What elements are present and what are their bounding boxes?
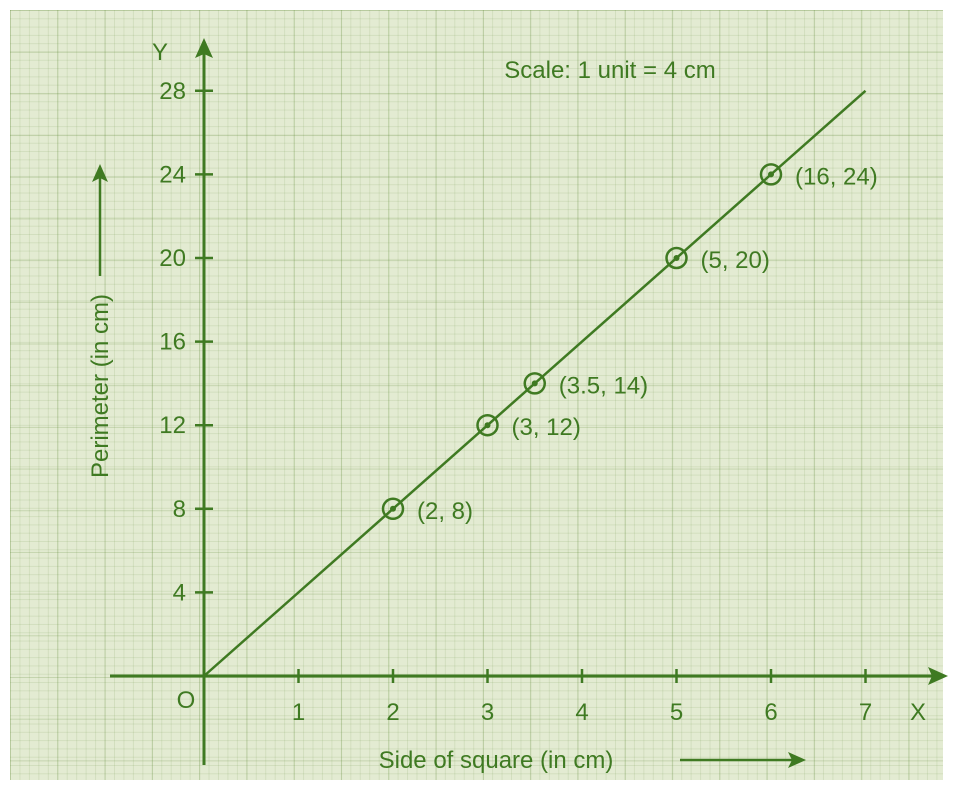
x-tick-label: 4 <box>575 699 588 726</box>
y-axis-label: Perimeter (in cm) <box>87 294 114 478</box>
y-tick-label: 8 <box>173 496 186 523</box>
x-axis-label: Side of square (in cm) <box>379 747 614 774</box>
y-tick-label: 4 <box>173 579 186 606</box>
graph-paper-background <box>10 10 943 780</box>
y-axis-label-arrowhead <box>92 164 108 182</box>
y-axis-arrow <box>195 38 213 58</box>
data-point-dot <box>390 505 396 512</box>
data-point-marker <box>523 372 546 395</box>
y-tick-label: 24 <box>159 161 186 188</box>
data-point-label: (2, 8) <box>417 498 473 525</box>
y-tick-label: 28 <box>159 78 186 105</box>
data-point-label: (3, 12) <box>512 414 581 441</box>
data-point-label: (3.5, 14) <box>559 372 648 399</box>
x-axis-label-arrowhead <box>788 752 806 768</box>
data-point-dot <box>531 380 538 387</box>
x-tick-label: 2 <box>386 699 399 726</box>
x-tick-label: 5 <box>670 699 683 726</box>
data-point-label: (16, 24) <box>795 163 878 190</box>
chart-title: Scale: 1 unit = 4 cm <box>504 57 715 84</box>
y-axis-name: Y <box>152 39 168 66</box>
x-axis-arrow <box>928 667 948 685</box>
data-point-marker <box>665 246 688 270</box>
y-tick-label: 12 <box>159 412 186 439</box>
data-point-dot <box>484 422 491 429</box>
origin-label: O <box>177 687 196 714</box>
data-point-dot <box>673 255 680 261</box>
data-point-marker <box>476 413 499 437</box>
data-point-label: (5, 20) <box>701 247 770 274</box>
y-tick-label: 20 <box>159 245 186 272</box>
x-tick-label: 1 <box>292 699 305 726</box>
data-point-dot <box>768 171 774 178</box>
y-tick-label: 16 <box>159 329 186 356</box>
x-axis-name: X <box>910 699 926 726</box>
x-tick-label: 7 <box>859 699 872 726</box>
data-point-marker <box>381 497 405 521</box>
x-tick-label: 3 <box>481 699 494 726</box>
x-tick-label: 6 <box>764 699 777 726</box>
data-point-marker <box>759 163 783 186</box>
